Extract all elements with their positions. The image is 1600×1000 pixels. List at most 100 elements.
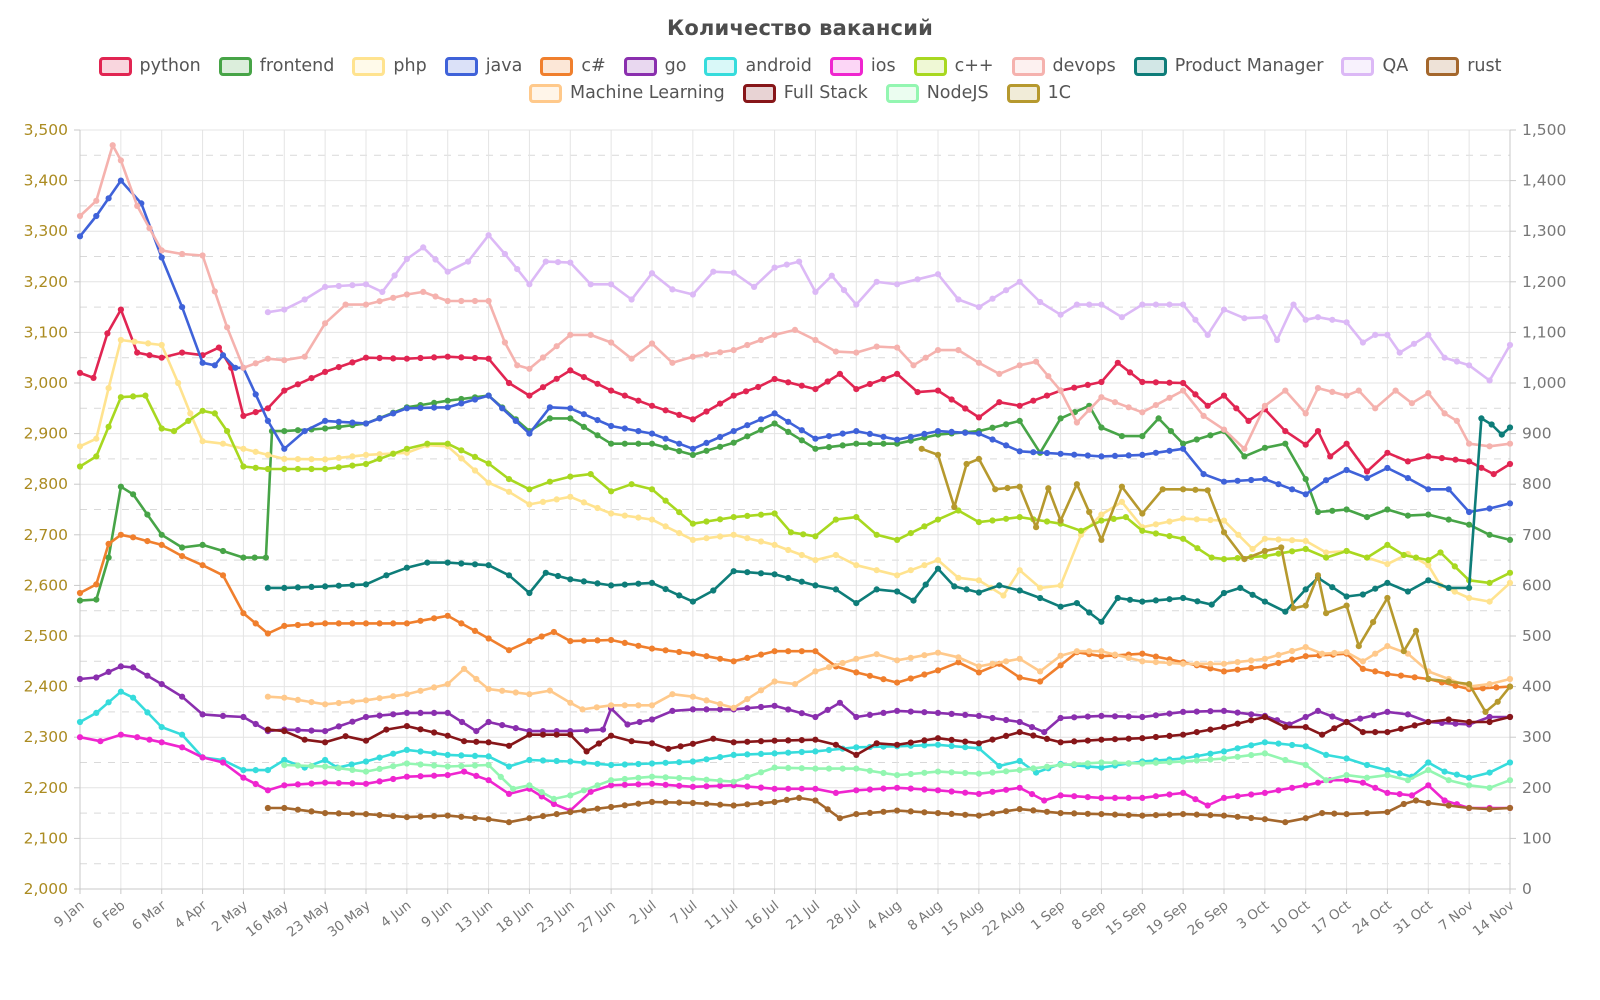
svg-text:100: 100 [1522,829,1552,847]
svg-text:13 Jun: 13 Jun [453,898,496,937]
series-machine-learning[interactable] [264,643,1514,713]
series-php[interactable] [76,336,1514,605]
svg-text:6 Feb: 6 Feb [89,898,128,933]
svg-text:24 Oct: 24 Oct [1350,898,1395,938]
legend-swatch [528,83,562,103]
legend-label: rust [1467,56,1502,76]
svg-text:19 Sep: 19 Sep [1144,898,1191,939]
series-devops[interactable] [76,142,1514,452]
svg-text:30 May: 30 May [325,898,374,941]
legend-item-go[interactable]: go [623,56,687,76]
svg-text:17 Oct: 17 Oct [1309,898,1354,938]
legend-label: QA [1382,56,1409,76]
legend-item-python[interactable]: python [98,56,201,76]
legend-item-machine-learning[interactable]: Machine Learning [528,83,725,103]
svg-text:27 Jun: 27 Jun [575,898,618,937]
svg-text:3,500: 3,500 [24,121,68,139]
svg-text:11 Jul: 11 Jul [702,898,742,934]
legend-item-java[interactable]: java [444,56,523,76]
series-frontend[interactable] [76,392,1514,604]
legend-swatch [1133,56,1167,76]
legend-label: python [139,56,201,76]
legend-item-devops[interactable]: devops [1011,56,1116,76]
svg-text:1,100: 1,100 [1522,323,1566,341]
legend-item-product-manager[interactable]: Product Manager [1133,56,1323,76]
svg-text:2,500: 2,500 [24,627,68,645]
svg-text:16 May: 16 May [243,898,292,941]
legend-swatch [218,56,252,76]
legend-item-android[interactable]: android [704,56,812,76]
legend-item-qa[interactable]: QA [1341,56,1408,76]
grid [79,129,1511,890]
svg-text:300: 300 [1522,728,1552,746]
legend-item-frontend[interactable]: frontend [218,56,335,76]
svg-text:800: 800 [1522,475,1552,493]
svg-text:2,300: 2,300 [24,728,68,746]
legend-item-full-stack[interactable]: Full Stack [742,83,868,103]
svg-text:2,800: 2,800 [24,475,68,493]
svg-text:22 Aug: 22 Aug [980,898,1028,940]
svg-text:23 May: 23 May [284,898,333,941]
svg-text:2,100: 2,100 [24,829,68,847]
right-axis-labels: 0 100 200 300 400 500 600 700 800 900 1,000 1,100 1,… [1522,121,1566,898]
svg-text:3,100: 3,100 [24,323,68,341]
legend-label: NodeJS [926,83,989,103]
legend-item-php[interactable]: php [352,56,427,76]
legend-swatch [352,56,386,76]
svg-text:1 Sep: 1 Sep [1028,898,1068,934]
legend-label: c# [581,56,606,76]
legend-item-rust[interactable]: rust [1426,56,1501,76]
series-full-stack[interactable] [264,713,1514,759]
svg-text:3 Oct: 3 Oct [1234,898,1272,933]
series-c-[interactable] [76,392,1514,587]
legend-item-1c[interactable]: 1C [1006,83,1072,103]
legend-label: go [664,56,687,76]
legend-swatch [623,56,657,76]
legend-label: devops [1052,56,1116,76]
legend-label: php [393,56,427,76]
svg-text:6 Mar: 6 Mar [129,897,169,933]
svg-text:16 Jul: 16 Jul [742,898,782,934]
legend-item-c-[interactable]: c# [540,56,606,76]
chart-title: Количество вакансий [666,16,934,40]
legend-item-nodejs[interactable]: NodeJS [885,83,989,103]
svg-text:3,300: 3,300 [24,222,68,240]
svg-text:9 Jan: 9 Jan [51,898,87,931]
axes [74,129,1516,894]
series-ios[interactable] [76,731,1514,814]
svg-text:15 Aug: 15 Aug [939,898,987,940]
svg-text:1,200: 1,200 [1522,273,1566,291]
svg-text:700: 700 [1522,526,1552,544]
series-c-[interactable] [76,531,1514,693]
legend-label: 1C [1047,83,1072,103]
svg-text:3,200: 3,200 [24,273,68,291]
chart-legend: python frontend php java c# go android ios c++ de… [0,56,1600,110]
svg-text:28 Jul: 28 Jul [824,898,864,934]
legend-swatch [829,56,863,76]
series-java[interactable] [76,177,1514,516]
series-rust[interactable] [264,794,1514,826]
legend-label: android [745,56,812,76]
legend-label: frontend [259,56,335,76]
legend-swatch [444,56,478,76]
legend-label: java [485,56,523,76]
svg-text:2,700: 2,700 [24,526,68,544]
svg-text:8 Sep: 8 Sep [1069,898,1109,934]
svg-text:2 Jul: 2 Jul [627,898,660,929]
svg-text:14 Nov: 14 Nov [1470,898,1518,940]
svg-text:2,400: 2,400 [24,678,68,696]
legend-swatch [913,56,947,76]
series-qa[interactable] [264,232,1514,384]
svg-text:21 Jul: 21 Jul [783,898,823,934]
svg-text:900: 900 [1522,425,1552,443]
legend-row-2: Machine Learning Full Stack NodeJS 1C [0,83,1600,103]
series-product-manager[interactable] [264,415,1514,625]
legend-swatch [1341,56,1375,76]
series-nodejs[interactable] [281,750,1514,803]
series-1c[interactable] [918,445,1514,716]
legend-item-c-[interactable]: c++ [913,56,994,76]
legend-item-ios[interactable]: ios [829,56,896,76]
svg-text:1,400: 1,400 [1522,172,1566,190]
